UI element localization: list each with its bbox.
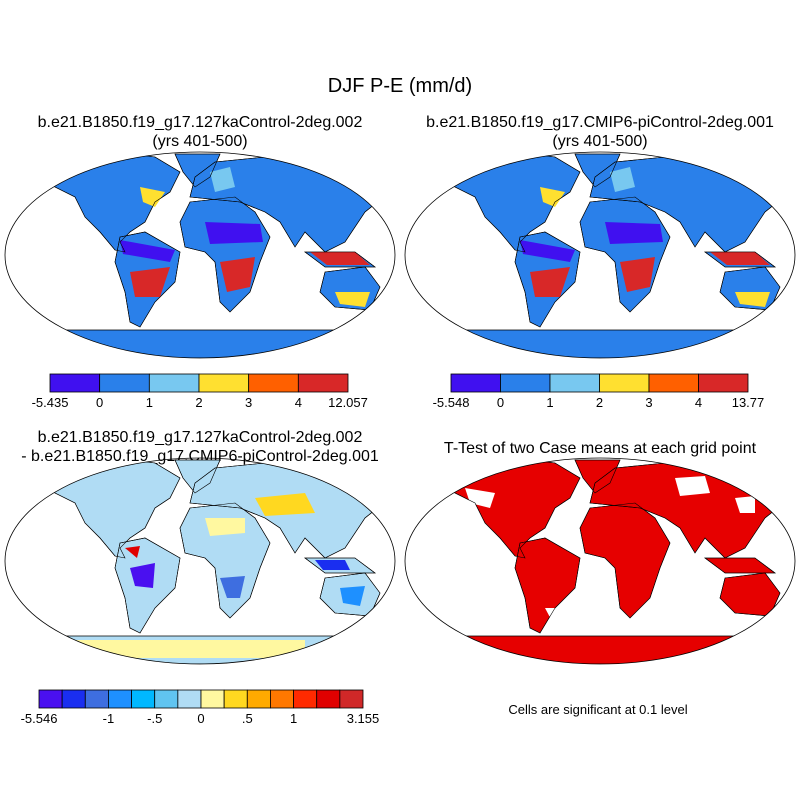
- precip-region: [605, 222, 663, 244]
- colorbar-label: 3.155: [347, 711, 380, 726]
- panel-title-difference: b.e21.B1850.f19_g17.127kaControl-2deg.00…: [38, 429, 363, 446]
- colorbar-label: 1: [146, 395, 153, 410]
- colorbar-box: [270, 689, 294, 709]
- colorbar-box: [223, 689, 248, 709]
- map-ttest: [404, 457, 796, 665]
- colorbar-box: [248, 373, 299, 393]
- colorbar-box: [154, 689, 179, 709]
- colorbar-box: [297, 373, 349, 393]
- difference-region: [255, 493, 315, 516]
- colorbar-label: -5.548: [433, 395, 470, 410]
- panel-subtitle-difference: - b.e21.B1850.f19_g17.CMIP6-piControl-2d…: [21, 448, 379, 465]
- colorbar-label: 2: [596, 395, 603, 410]
- colorbar-case1: -5.435 0 1 2 3 4 12.057: [32, 373, 368, 410]
- colorbar-label: -5.546: [21, 711, 58, 726]
- map-border: [4, 151, 396, 359]
- precip-region: [530, 267, 570, 297]
- difference-region: [130, 563, 155, 588]
- difference-region: [205, 518, 245, 536]
- colorbar-label: 1: [290, 711, 297, 726]
- figure-title: DJF P-E (mm/d): [328, 75, 472, 97]
- precip-region: [610, 167, 635, 192]
- map-case1: [4, 151, 396, 359]
- colorbar-label: -1: [103, 711, 115, 726]
- precip-region: [140, 187, 165, 207]
- panel-title-ttest: T-Test of two Case means at each grid po…: [444, 440, 757, 457]
- precip-region: [735, 292, 770, 307]
- panel-subtitle-case1: (yrs 401-500): [152, 133, 247, 150]
- colorbar-box: [198, 373, 250, 393]
- non-significant-region: [735, 496, 755, 513]
- precip-region: [520, 240, 575, 262]
- difference-region: [125, 546, 140, 558]
- colorbar-box: [648, 373, 699, 393]
- colorbar-label: .5: [242, 711, 253, 726]
- colorbar-label: -.5: [147, 711, 162, 726]
- colorbar-box: [38, 689, 63, 709]
- non-significant-region: [465, 488, 495, 508]
- precip-region: [710, 252, 770, 265]
- precip-region: [430, 167, 450, 192]
- colorbar-case2: -5.548 0 1 2 3 4 13.77: [433, 373, 765, 410]
- difference-region: [315, 560, 350, 570]
- colorbar-box: [698, 373, 749, 393]
- colorbar-box: [339, 689, 364, 709]
- panel-title-case1: b.e21.B1850.f19_g17.127kaControl-2deg.00…: [38, 114, 363, 131]
- colorbar-difference: -5.546 -1 -.5 0 .5 1 3.155: [21, 689, 380, 726]
- precip-region: [205, 222, 263, 244]
- significance-note: Cells are significant at 0.1 level: [508, 702, 687, 717]
- map-border: [4, 457, 396, 665]
- colorbar-label: 3: [245, 395, 252, 410]
- colorbar-box: [99, 373, 150, 393]
- difference-region: [55, 640, 305, 658]
- precip-region: [540, 187, 565, 207]
- colorbar-box: [108, 689, 132, 709]
- land-area: [429, 458, 791, 664]
- colorbar-box: [148, 373, 200, 393]
- precip-region: [335, 292, 370, 307]
- precip-region: [620, 257, 655, 292]
- difference-region: [340, 586, 365, 606]
- colorbar-box: [61, 689, 86, 709]
- colorbar-box: [549, 373, 600, 393]
- precip-region: [310, 252, 370, 265]
- colorbar-box: [177, 689, 202, 709]
- precip-region: [220, 257, 255, 292]
- colorbar-box: [200, 689, 225, 709]
- colorbar-label: 0: [197, 711, 204, 726]
- colorbar-label: 0: [96, 395, 103, 410]
- colorbar-box: [316, 689, 341, 709]
- colorbar-box: [293, 689, 318, 709]
- colorbar-label: 2: [195, 395, 202, 410]
- colorbar-label: 1: [546, 395, 553, 410]
- colorbar-box: [246, 689, 271, 709]
- colorbar-box: [450, 373, 501, 393]
- colorbar-label: 0: [497, 395, 504, 410]
- precip-region: [130, 267, 170, 297]
- non-significant-region: [675, 476, 710, 496]
- colorbar-box: [599, 373, 650, 393]
- colorbar-box: [131, 689, 156, 709]
- precip-region: [120, 240, 175, 262]
- colorbar-label: 4: [295, 395, 302, 410]
- colorbar-box: [500, 373, 551, 393]
- colorbar-box: [49, 373, 101, 393]
- map-case2: [404, 151, 796, 359]
- difference-region: [220, 576, 245, 598]
- map-border: [404, 151, 796, 359]
- colorbar-box: [84, 689, 109, 709]
- colorbar-label: 13.77: [732, 395, 765, 410]
- panel-title-case2: b.e21.B1850.f19_g17.CMIP6-piControl-2deg…: [426, 114, 774, 131]
- colorbar-label: 12.057: [328, 395, 368, 410]
- precip-region: [210, 167, 235, 192]
- colorbar-label: 4: [695, 395, 702, 410]
- colorbar-label: -5.435: [32, 395, 69, 410]
- colorbar-label: 3: [645, 395, 652, 410]
- map-border: [404, 457, 796, 665]
- panel-subtitle-case2: (yrs 401-500): [552, 133, 647, 150]
- map-difference: [4, 457, 396, 665]
- precip-region: [30, 167, 50, 192]
